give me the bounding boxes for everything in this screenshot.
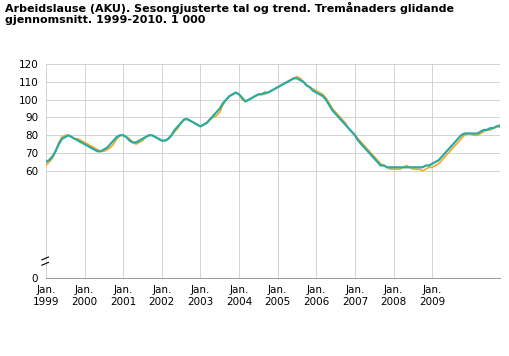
Text: Arbeidslause (AKU). Sesongjusterte tal og trend. Tremånaders glidande
gjennomsni: Arbeidslause (AKU). Sesongjusterte tal o… [5, 2, 453, 26]
